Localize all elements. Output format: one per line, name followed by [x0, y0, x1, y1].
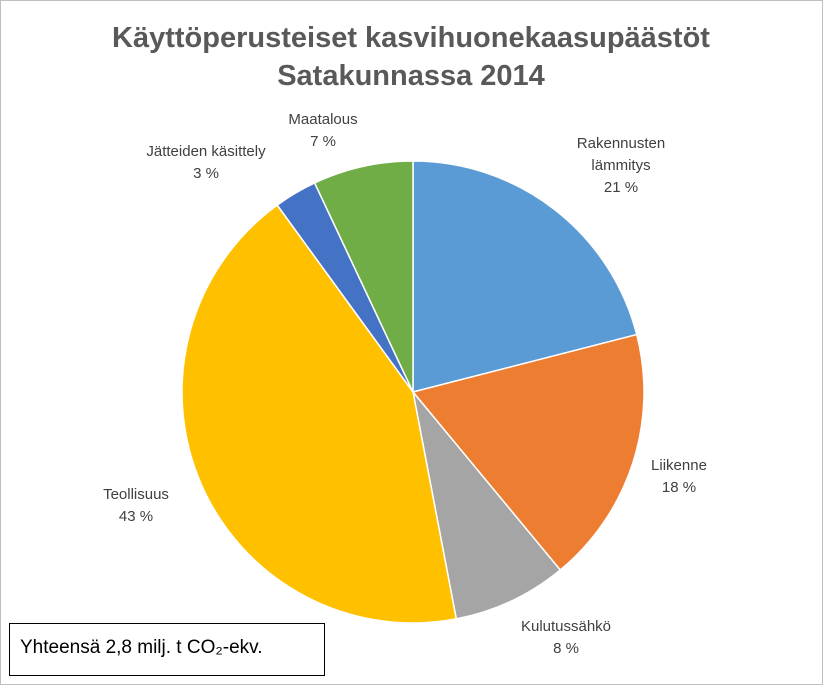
value-label: 21 % — [603, 179, 639, 196]
pie-slice — [412, 391, 562, 620]
category-label: Teollisuus — [103, 486, 169, 503]
data-label: Kulutussähkö 8 % — [506, 616, 626, 660]
data-label: Maatalous 7 % — [273, 109, 373, 153]
category-label: Jätteiden käsittely — [146, 143, 266, 160]
pie-slice — [181, 204, 458, 624]
category-label: Maatalous — [288, 111, 358, 128]
data-label: Teollisuus 43 % — [86, 484, 186, 528]
value-label: 18 % — [661, 479, 697, 496]
pie-slice — [412, 160, 638, 393]
value-label: 7 % — [310, 133, 336, 150]
value-label: 3 % — [193, 165, 219, 182]
value-label: 43 % — [118, 508, 154, 525]
category-label: Kulutussähkö — [520, 618, 612, 635]
pie-slice — [313, 160, 414, 393]
chart-title: Käyttöperusteiset kasvihuonekaasupäästöt… — [112, 22, 710, 92]
data-label: Jätteiden käsittely 3 % — [121, 141, 291, 185]
data-label: Rakennusten lämmitys 21 % — [556, 133, 686, 199]
annotation: Yhteensä 2,8 milj. t CO₂-ekv. — [9, 623, 325, 676]
data-label: Liikenne 18 % — [634, 455, 724, 499]
category-label: Rakennusten lämmitys — [576, 135, 666, 174]
pie-slice — [411, 333, 645, 572]
value-label: 8 % — [553, 640, 579, 657]
category-label: Liikenne — [651, 457, 707, 474]
